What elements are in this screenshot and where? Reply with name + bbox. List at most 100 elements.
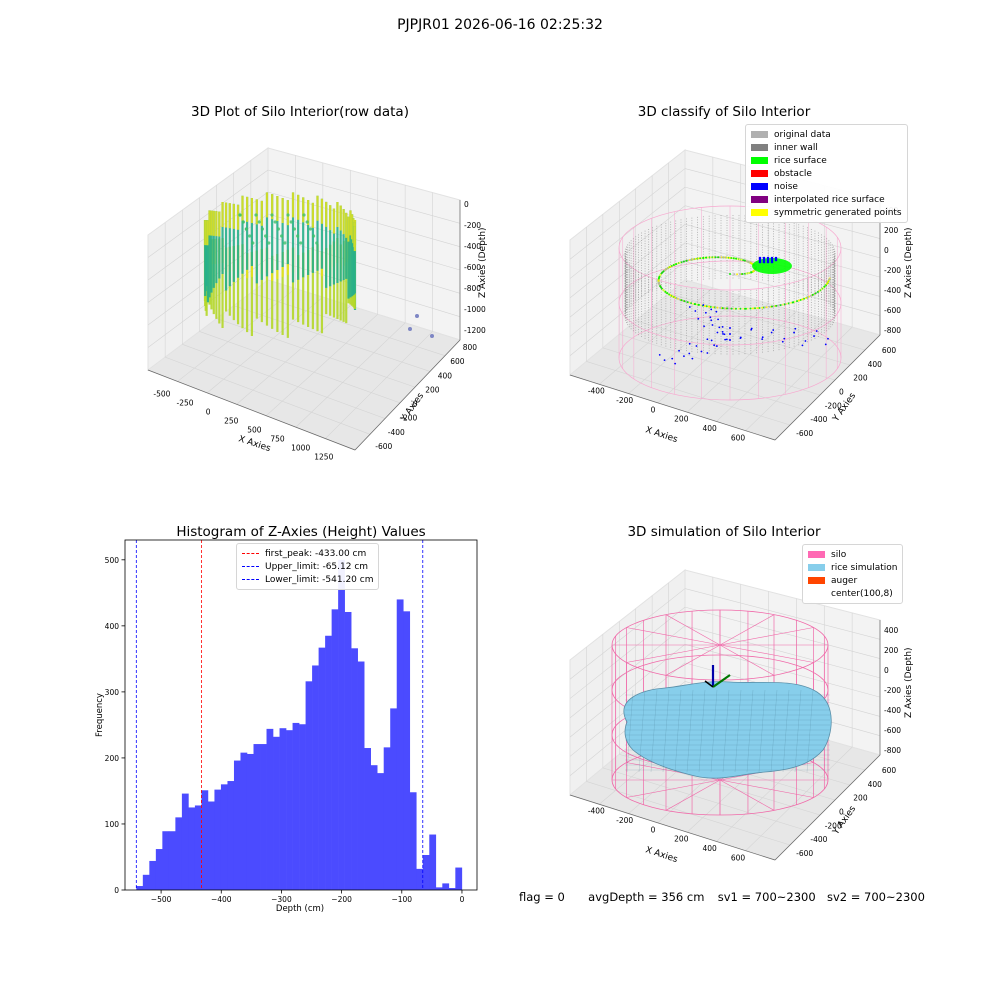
point <box>273 220 277 224</box>
x-tick-label: 0 <box>206 408 211 417</box>
surface-point <box>721 307 724 310</box>
histogram-bar <box>435 887 443 890</box>
grid-line <box>569 205 686 299</box>
point <box>280 234 284 238</box>
surface-point <box>733 273 736 276</box>
surface-point <box>718 256 721 259</box>
surface-point <box>744 272 747 275</box>
surface-point <box>662 270 665 273</box>
surface-point <box>770 305 773 308</box>
surface-point <box>705 305 708 308</box>
legend-label: obstacle <box>774 168 812 179</box>
grid-line <box>628 295 741 394</box>
grid-line <box>199 331 401 404</box>
z-tick-label: 200 <box>884 226 899 235</box>
y-tick-label: 500 <box>105 556 120 565</box>
surface-point <box>661 288 664 291</box>
mesh-line <box>650 689 658 773</box>
y-tick-label: 800 <box>463 343 478 352</box>
mesh-line <box>758 689 766 773</box>
plot-frame <box>124 539 478 891</box>
simulation-z-axis-label: Z Axies (Depth) <box>904 647 914 718</box>
surface-point <box>752 270 755 273</box>
z-tick-label: -600 <box>464 263 481 272</box>
noise-point <box>729 339 731 341</box>
noise-point <box>770 260 774 264</box>
figure-title: PJPJR01 2026-06-16 02:25:32 <box>397 17 603 33</box>
x-tick-label: 0 <box>651 825 656 834</box>
legend-label: interpolated rice surface <box>774 194 885 205</box>
histogram-bar <box>220 784 228 890</box>
noise-point <box>815 330 818 332</box>
point <box>292 227 296 231</box>
noise-point <box>761 338 764 340</box>
point <box>312 234 316 238</box>
x-tick-label: 0 <box>460 895 465 904</box>
point <box>299 241 303 245</box>
noise-point <box>770 258 774 262</box>
legend-entry: first_peak: -433.00 cm <box>242 547 373 560</box>
surface-point <box>734 307 737 310</box>
point <box>257 220 261 224</box>
x-tick-label: −500 <box>151 895 172 904</box>
mesh-line <box>734 689 742 773</box>
z-tick-label: -800 <box>464 284 481 293</box>
legend-label: Upper_limit: -65.12 cm <box>265 561 369 572</box>
z-tick-label: 0 <box>464 200 469 209</box>
surface-point <box>732 257 735 260</box>
mesh-line <box>710 689 718 773</box>
mesh-line <box>662 689 670 773</box>
grid-line <box>684 588 881 640</box>
histogram-bar <box>240 752 248 890</box>
noise-point <box>723 333 726 336</box>
surface-point <box>796 300 799 303</box>
y-tick-label: -600 <box>375 442 392 451</box>
grid-line <box>684 606 881 659</box>
y-tick-label: -400 <box>810 415 827 424</box>
histogram-bar <box>416 868 424 890</box>
grid-line <box>657 303 769 404</box>
y-tick-label: 200 <box>105 754 120 763</box>
z-tick-label: -400 <box>464 242 481 251</box>
noise-point <box>703 325 705 328</box>
grid-line <box>745 746 853 851</box>
histogram-bar <box>233 760 241 890</box>
histogram-title: Histogram of Z-Axies (Height) Values <box>176 524 426 540</box>
mesh-line <box>770 689 778 773</box>
z-tick-label: -200 <box>464 221 481 230</box>
z-tick-label: -800 <box>884 326 901 335</box>
outlier-point <box>430 334 434 338</box>
x-axis-line <box>569 374 776 441</box>
surface-point <box>779 304 782 307</box>
histogram-bar <box>162 831 170 890</box>
surface-point <box>742 307 745 310</box>
histogram-bar <box>318 647 326 890</box>
surface-point <box>809 294 812 297</box>
surface-point <box>786 302 789 305</box>
simulation-panel-title: 3D simulation of Silo Interior <box>627 524 821 540</box>
noise-point <box>783 337 786 340</box>
legend-swatch <box>242 579 259 580</box>
surface-point <box>772 305 775 308</box>
histogram-bar <box>201 790 209 890</box>
histogram-bar <box>422 855 430 890</box>
point <box>276 227 280 231</box>
noise-point <box>774 256 778 260</box>
surface-point <box>823 285 826 288</box>
silo-floor-line <box>719 779 814 798</box>
noise-point <box>678 349 680 352</box>
legend-entry: obstacle <box>751 167 902 180</box>
grid-line <box>684 261 881 317</box>
histogram-bar <box>142 874 150 890</box>
grid-line <box>569 588 686 680</box>
point <box>241 220 245 224</box>
noise-point <box>700 350 703 353</box>
surface-point <box>745 272 748 275</box>
surface-point <box>674 296 677 299</box>
x-tick-label: −400 <box>211 895 232 904</box>
surface-point <box>682 260 685 263</box>
grid-line <box>635 320 836 381</box>
x-tick-label: 0 <box>651 405 656 414</box>
y-axis-line <box>354 339 461 451</box>
histogram-bar <box>136 886 144 890</box>
